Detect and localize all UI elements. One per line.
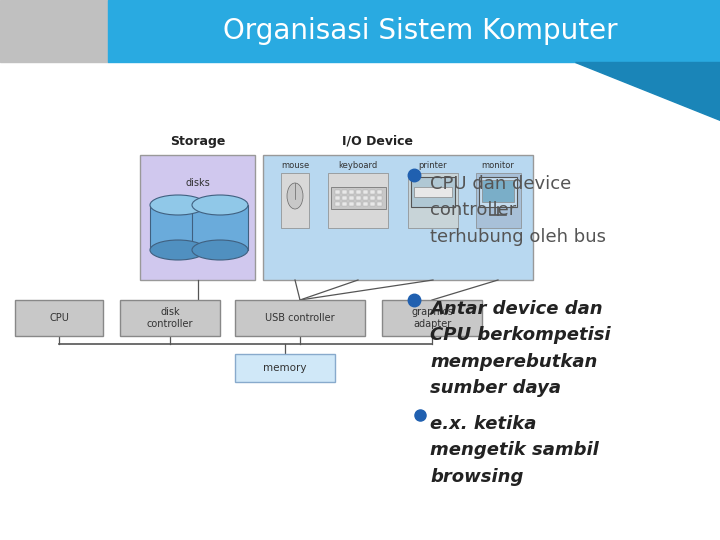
Bar <box>362 196 367 200</box>
Bar <box>281 173 309 228</box>
Text: Storage: Storage <box>170 134 225 147</box>
Bar <box>369 196 374 200</box>
Bar <box>235 300 365 336</box>
Text: Antar device dan
CPU berkompetisi
memperebutkan
sumber daya: Antar device dan CPU berkompetisi memper… <box>430 300 611 397</box>
Ellipse shape <box>192 195 248 215</box>
Bar <box>475 173 521 228</box>
Bar <box>414 187 452 197</box>
Text: printer: printer <box>419 160 447 170</box>
Bar <box>356 202 361 206</box>
Bar <box>335 196 340 200</box>
Bar <box>341 202 346 206</box>
Bar <box>411 177 455 207</box>
Bar <box>0 0 108 62</box>
Bar <box>479 177 517 207</box>
Polygon shape <box>575 62 720 120</box>
Bar <box>328 173 388 228</box>
Bar <box>369 190 374 194</box>
Bar <box>362 202 367 206</box>
Bar <box>120 300 220 336</box>
Bar <box>348 190 354 194</box>
Bar <box>15 300 103 336</box>
Bar <box>140 155 255 280</box>
Bar <box>263 155 533 280</box>
Bar <box>482 180 514 202</box>
Bar <box>369 202 374 206</box>
Ellipse shape <box>192 240 248 260</box>
Bar <box>362 190 367 194</box>
Text: mouse: mouse <box>281 160 309 170</box>
Bar <box>382 300 482 336</box>
Bar <box>356 196 361 200</box>
Bar <box>341 196 346 200</box>
Text: graphics
adapter: graphics adapter <box>411 307 453 329</box>
Text: CPU dan device
controller
terhubung oleh bus: CPU dan device controller terhubung oleh… <box>430 175 606 246</box>
Bar <box>348 196 354 200</box>
Text: USB controller: USB controller <box>265 313 335 323</box>
Text: memory: memory <box>264 363 307 373</box>
Bar <box>330 187 385 209</box>
Bar <box>377 190 382 194</box>
Bar <box>108 0 720 62</box>
Bar <box>335 190 340 194</box>
Text: keyboard: keyboard <box>338 160 377 170</box>
Text: I/O Device: I/O Device <box>343 134 413 147</box>
Bar <box>341 190 346 194</box>
Text: CPU: CPU <box>49 313 69 323</box>
Ellipse shape <box>287 183 303 209</box>
Text: disk
controller: disk controller <box>147 307 193 329</box>
Bar <box>335 202 340 206</box>
Bar <box>150 205 206 250</box>
Bar <box>235 354 335 382</box>
Bar <box>408 173 458 228</box>
Bar <box>348 202 354 206</box>
Ellipse shape <box>150 240 206 260</box>
Bar <box>192 205 248 250</box>
Bar <box>377 202 382 206</box>
Bar <box>356 190 361 194</box>
Text: disks: disks <box>185 178 210 188</box>
Bar <box>377 196 382 200</box>
Ellipse shape <box>150 195 206 215</box>
Text: monitor: monitor <box>482 160 514 170</box>
Text: e.x. ketika
mengetik sambil
browsing: e.x. ketika mengetik sambil browsing <box>430 415 599 486</box>
Text: Organisasi Sistem Komputer: Organisasi Sistem Komputer <box>222 17 617 45</box>
